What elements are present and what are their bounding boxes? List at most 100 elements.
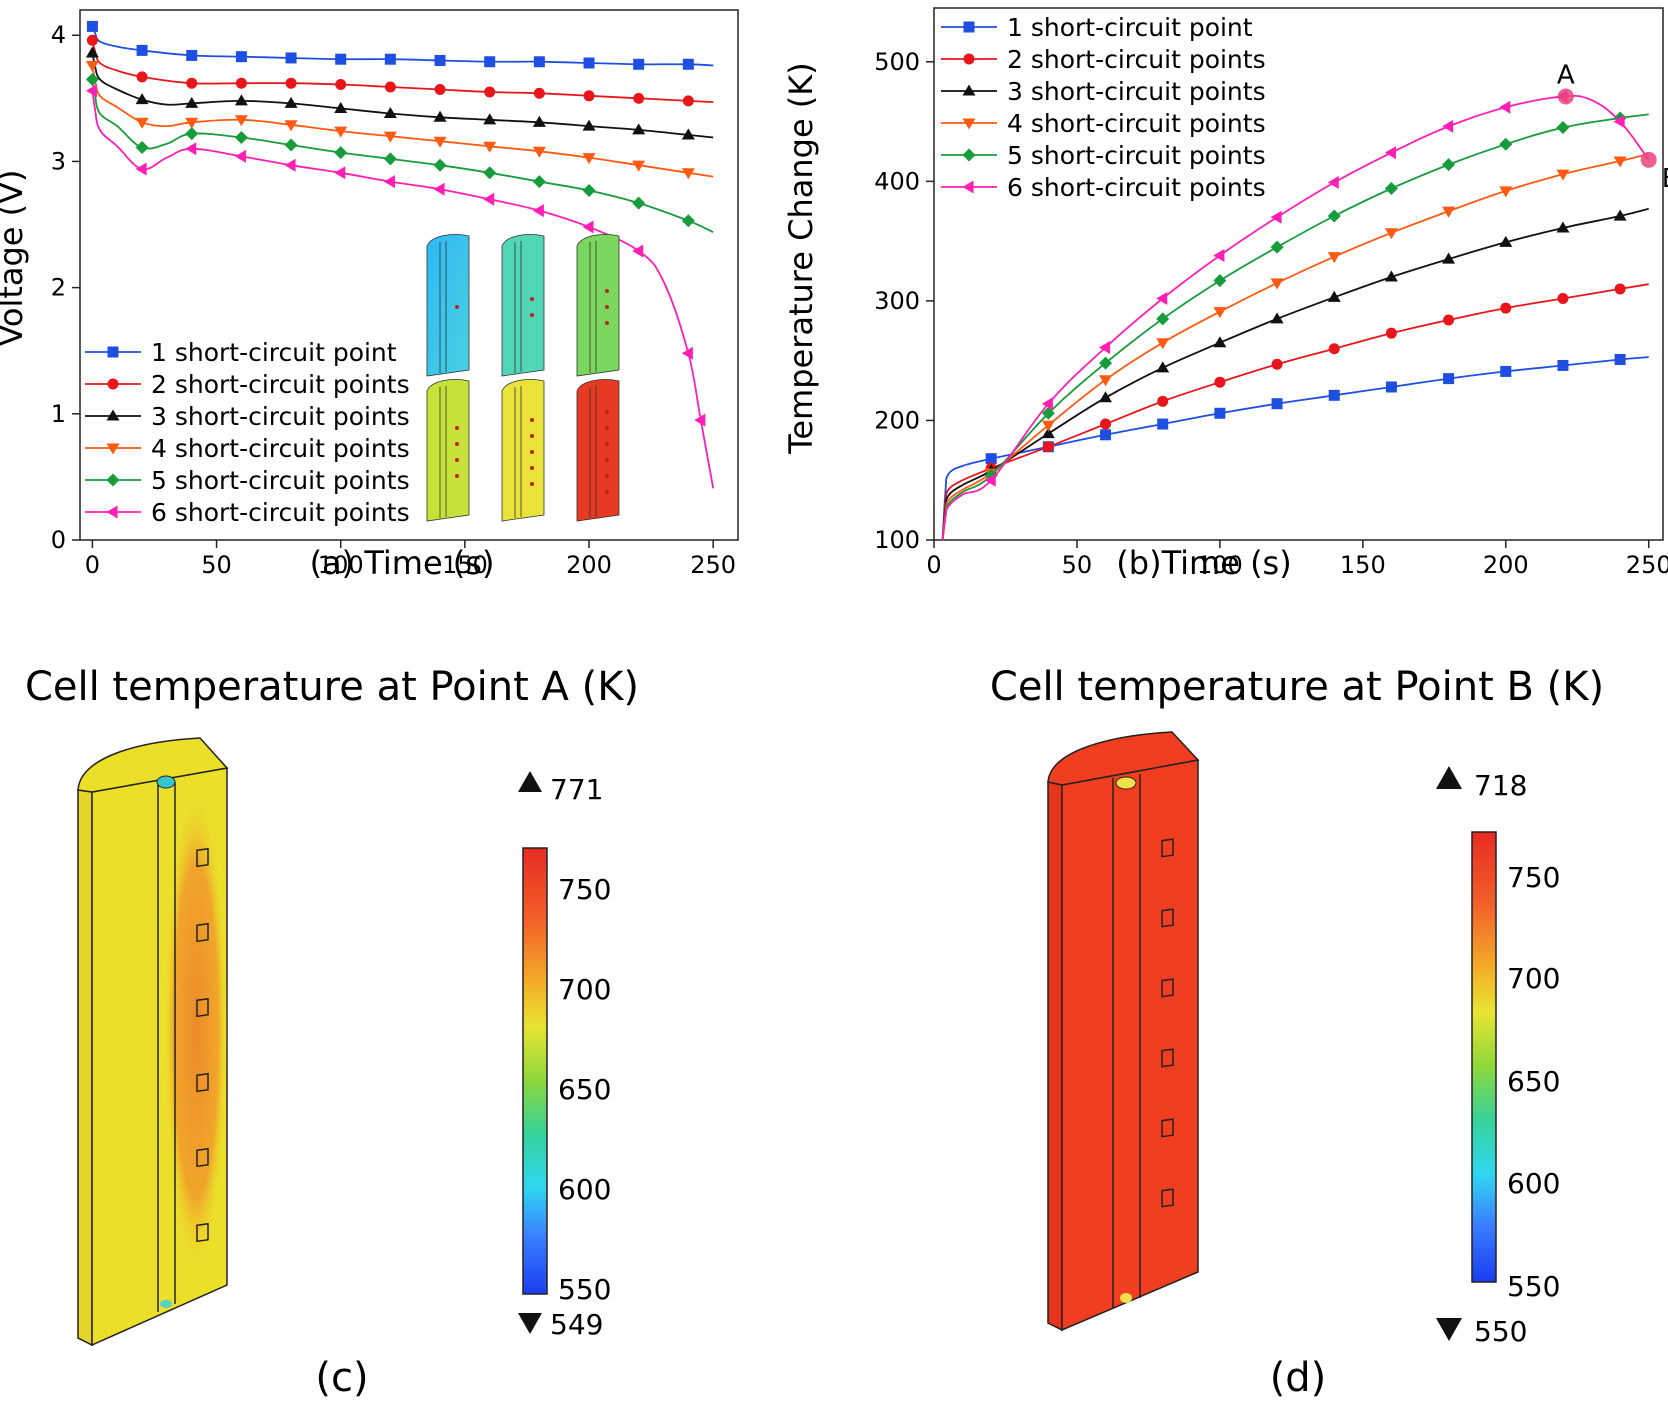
data-point [1499,186,1513,198]
data-point [1042,441,1054,453]
series-line [91,79,714,233]
data-point [433,110,447,122]
data-point [1041,406,1055,420]
panel-c-caption: (c) [315,1355,368,1401]
data-point [1100,418,1112,430]
legend-label: 5 short-circuit points [1007,141,1266,170]
inset-short-point [455,474,459,478]
inset-short-point [455,426,459,430]
data-point [434,54,446,66]
inset-cell-thumbnail [501,379,545,522]
data-point [1213,248,1225,262]
inset-short-point [530,450,534,454]
data-point [235,77,247,89]
legend-marker [106,505,118,519]
data-point [334,146,348,160]
data-point [186,77,198,89]
data-point [1156,292,1168,306]
legend-label: 1 short-circuit point [1007,13,1253,42]
data-point [1499,100,1511,114]
data-point [185,142,197,156]
data-point [1041,420,1055,432]
data-point [383,131,397,143]
legend-label: 3 short-circuit points [1007,77,1266,106]
data-point [1157,418,1169,430]
data-point [681,214,695,228]
inset-short-point [530,482,534,486]
data-point [1156,312,1170,326]
data-point [85,84,97,98]
data-point [434,84,446,95]
data-point [632,123,646,135]
inset-short-point [605,321,609,325]
data-point [383,175,395,189]
data-point [1041,397,1053,411]
series-line [91,65,714,178]
data-point [1157,395,1169,407]
data-point [682,58,694,70]
data-point [1442,252,1456,264]
data-point [135,141,149,155]
legend-label: 6 short-circuit points [151,498,410,527]
data-point [1614,283,1626,295]
colorbar-c: 771 549 750 700 650 600 550 [518,771,611,1341]
data-point [582,153,596,165]
plot-frame [79,9,739,541]
legend-label: 4 short-circuit points [151,434,410,463]
x-tick-label: 250 [1626,551,1668,579]
annotation-point [1640,151,1657,168]
panel-d-caption: (d) [1270,1355,1327,1401]
inset-cell-thumbnail [576,234,620,377]
data-point [185,117,199,129]
legend-marker [963,21,975,33]
data-point [682,95,694,107]
colorbar-max-d: 718 [1474,769,1527,802]
data-point [334,101,348,113]
y-tick-label: 400 [874,167,920,195]
data-point [136,71,148,83]
plot-area-a: 0 50 100 150 200 250 0 1 2 3 4 1 short-circuit poin… [51,9,739,579]
y-tick-label: 4 [51,21,66,49]
legend-label: 5 short-circuit points [151,466,410,495]
panel-d-title: Cell temperature at Point B (K) [990,664,1604,710]
data-point [235,51,247,63]
data-point [1099,391,1113,403]
data-point [694,413,706,427]
data-point [285,77,297,89]
x-tick-label: 50 [201,551,232,579]
y-tick-label: 500 [874,48,920,76]
data-point [984,473,996,487]
panel-c: Cell temperature at Point A (K) [25,664,639,1401]
data-point [1384,270,1398,282]
panel-b: 0 50 100 150 200 250 100 200 300 400 500 1 short-ci… [782,7,1668,582]
inset-short-point [605,289,609,293]
y-tick-label: 200 [874,406,920,434]
data-point [582,119,596,131]
short-circuit-markers-d [1161,838,1174,1208]
data-point [532,115,546,127]
legend-label: 2 short-circuit points [1007,45,1266,74]
series-line [941,207,1649,541]
data-point [284,120,298,132]
data-point [1327,209,1341,223]
data-point [1327,176,1339,190]
data-point [284,96,298,108]
x-tick-label: 0 [926,551,941,579]
data-point [1327,252,1341,264]
x-tick-label: 0 [85,551,100,579]
data-point [1041,427,1055,439]
data-point [681,346,693,360]
data-point [334,126,348,138]
data-point [483,113,497,125]
data-point [633,58,645,70]
data-point [85,72,99,86]
data-point [1328,343,1340,355]
plot-frame [933,7,1664,541]
inset-cell-thumbnail [426,234,470,377]
x-axis-label-b: (b)Time (s) [1116,544,1291,582]
inset-cell-thumbnail [501,234,545,377]
colorbar-tick-c: 700 [558,973,611,1006]
inset-short-point [530,297,534,301]
colorbar-tick-c: 650 [558,1073,611,1106]
